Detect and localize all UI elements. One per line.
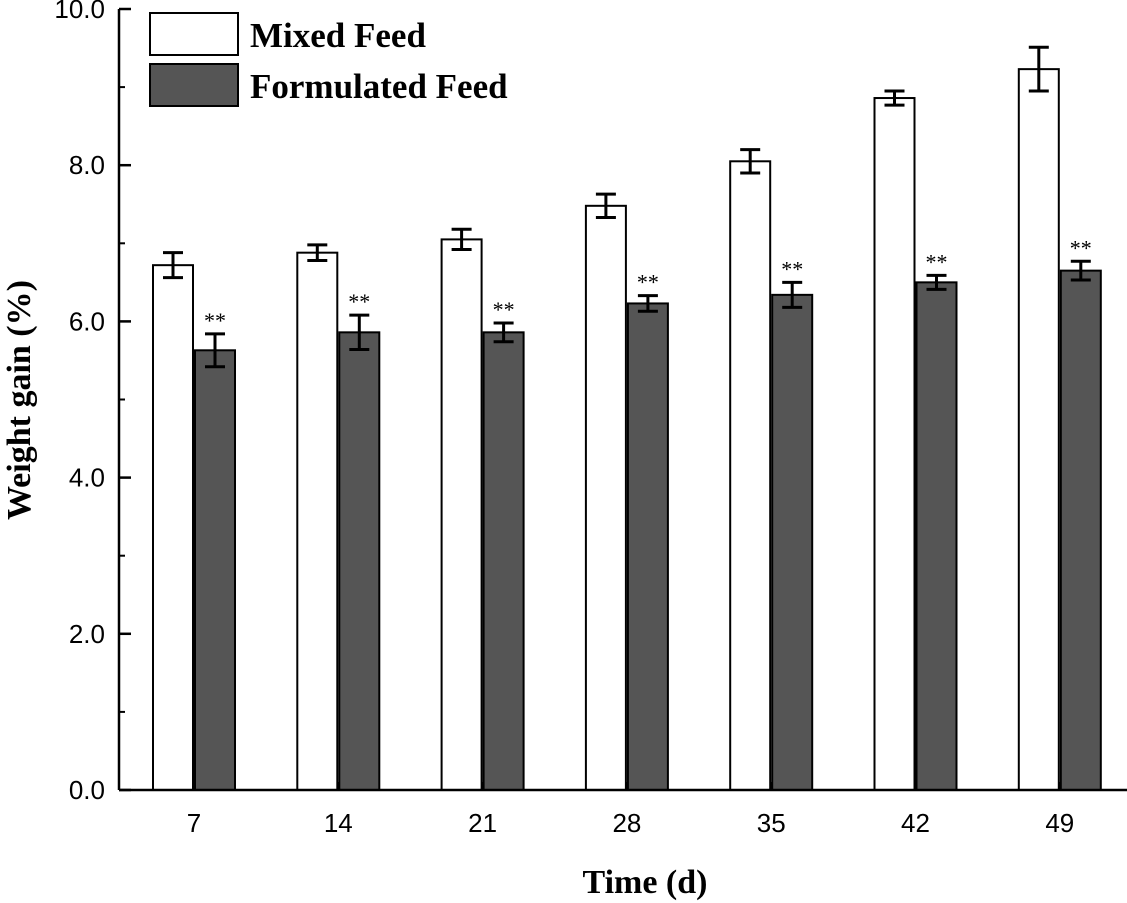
y-axis-title: Weight gain (%) [1,280,38,520]
error-bar-formulated-feed-42 [926,273,947,291]
error-bar-formulated-feed-35 [782,280,803,309]
bar-mixed-feed-49 [1017,68,1060,791]
error-bar-formulated-feed-49 [1070,259,1091,282]
error-bar-mixed-feed-14 [307,243,328,262]
bar-mixed-feed-7 [152,264,194,791]
error-bar-mixed-feed-35 [740,148,761,175]
bar-formulated-feed-28 [626,302,669,791]
x-tick-label-49: 49 [1045,808,1074,838]
x-tick-label-28: 28 [612,808,641,838]
significance-label-35: ** [781,256,803,281]
x-tick-label-14: 14 [324,808,353,838]
error-bar-formulated-feed-14 [349,313,370,352]
y-tick-label-2-0: 2.0 [69,619,105,649]
x-tick-label-21: 21 [468,808,497,838]
error-bar-formulated-feed-28 [637,294,658,313]
error-bar-mixed-feed-21 [451,227,472,252]
bar-formulated-feed-7 [194,349,236,791]
error-bar-mixed-feed-42 [884,89,905,107]
bars-layer: ** ** ** ** ** ** ** [152,45,1102,792]
significance-label-49: ** [1070,235,1092,260]
error-bar-mixed-feed-28 [595,192,616,220]
error-bar-formulated-feed-7 [205,332,225,369]
legend-swatch-formulated-feed [149,63,239,107]
x-tick-label-7: 7 [187,808,201,838]
bar-mixed-feed-28 [584,204,627,791]
bar-mixed-feed-14 [296,251,339,791]
y-tick-label-0-0: 0.0 [69,775,105,805]
error-bar-mixed-feed-7 [163,251,183,280]
bar-formulated-feed-49 [1059,269,1102,791]
ticks-layer: 7 14 21 28 35 42 49 0.0 2.0 4.0 6.0 8.0 10.0 [54,0,1074,838]
error-bar-formulated-feed-21 [493,321,514,344]
error-bar-mixed-feed-49 [1028,45,1049,93]
x-tick-label-35: 35 [757,808,786,838]
significance-label-28: ** [637,270,659,295]
bar-mixed-feed-42 [873,97,916,791]
bar-mixed-feed-21 [440,238,483,791]
bar-formulated-feed-14 [338,331,381,791]
y-tick-label-6-0: 6.0 [69,306,105,336]
significance-label-42: ** [926,249,948,274]
legend-swatch-mixed-feed [149,12,239,56]
bar-formulated-feed-35 [771,293,814,791]
y-tick-label-4-0: 4.0 [69,463,105,493]
bar-formulated-feed-42 [915,281,958,791]
significance-label-21: ** [493,297,515,322]
x-axis-title: Time (d) [583,864,708,901]
legend-label-mixed-feed: Mixed Feed [250,16,426,55]
significance-label-7: ** [204,308,226,333]
legend: Mixed Feed Formulated Feed [149,12,508,107]
legend-label-formulated-feed: Formulated Feed [250,67,508,106]
y-tick-label-10-0: 10.0 [54,0,105,24]
bar-mixed-feed-35 [729,160,772,792]
significance-label-14: ** [348,289,370,314]
bar-formulated-feed-21 [482,331,525,791]
y-tick-label-8-0: 8.0 [69,150,105,180]
x-tick-label-42: 42 [901,808,930,838]
